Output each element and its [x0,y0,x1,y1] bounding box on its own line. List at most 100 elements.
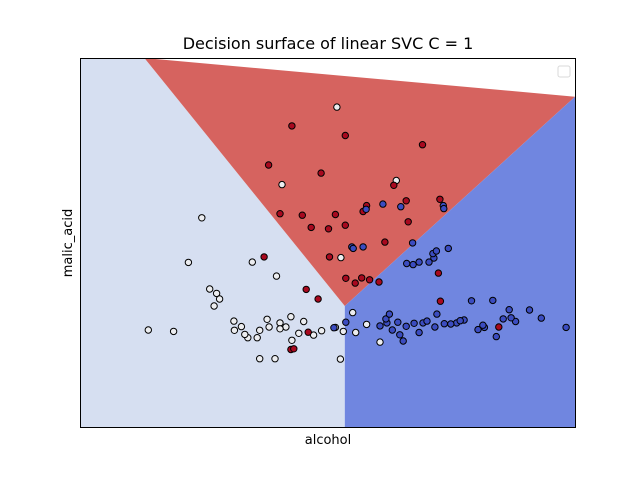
data-point-class-2-47 [456,317,464,325]
data-point-class-0-25 [230,326,239,334]
data-point-class-0-38 [337,253,345,262]
data-point-class-1-21 [342,274,350,282]
data-point-class-0-35 [376,338,384,346]
data-point-class-2-33 [342,318,350,326]
data-point-class-0-4 [248,258,257,266]
data-point-class-0-30 [253,334,261,342]
data-point-class-2-42 [415,328,423,337]
data-point-class-1-4 [317,169,325,177]
x-axis-label: alcohol [305,433,351,448]
data-point-class-0-15 [265,323,273,331]
data-point-class-2-25 [507,314,515,322]
data-point-class-2-14 [415,258,423,266]
data-point-class-1-1 [341,131,349,140]
data-point-class-2-28 [394,318,402,326]
data-point-class-0-12 [237,322,246,331]
data-point-class-0-26 [287,313,295,321]
data-point-class-1-20 [434,269,443,277]
legend [557,65,571,78]
data-point-class-1-18 [260,253,268,261]
data-point-class-2-20 [525,306,534,314]
data-point-class-0-0 [333,103,341,111]
data-point-class-0-21 [339,327,347,336]
data-point-class-2-44 [423,317,431,325]
data-point-class-0-27 [300,317,308,326]
data-point-class-0-33 [352,328,360,337]
data-point-class-1-11 [298,211,306,219]
data-point-class-1-32 [495,323,503,331]
data-point-class-2-2 [362,205,370,214]
data-point-class-2-32 [330,324,338,332]
data-point-class-0-31 [276,325,284,333]
data-point-class-1-26 [302,285,310,294]
data-point-class-0-29 [288,336,296,344]
data-point-class-0-23 [256,355,264,363]
data-point-class-0-28 [263,315,271,323]
data-point-class-0-19 [317,327,326,335]
data-point-class-1-22 [358,274,366,282]
data-point-class-2-17 [467,297,476,305]
data-point-class-2-41 [399,337,407,345]
data-point-class-2-12 [403,259,411,268]
data-point-class-2-7 [359,243,367,251]
decision-region-class-0 [80,58,345,427]
data-point-class-1-6 [402,197,410,205]
data-point-class-1-17 [381,238,389,246]
plot-frame [80,58,576,428]
data-point-class-0-22 [362,320,371,329]
data-point-class-1-0 [288,122,296,130]
y-axis-label: malic_acid [61,209,76,277]
data-point-class-0-37 [336,355,345,363]
plot-area [80,58,576,428]
data-point-class-2-3 [397,203,405,211]
data-point-class-2-1 [440,204,448,213]
data-point-class-0-39 [272,272,281,280]
data-point-class-1-27 [314,295,322,303]
data-point-class-0-6 [210,302,218,310]
data-point-class-2-30 [376,322,384,330]
data-point-class-2-29 [385,310,394,318]
data-point-class-2-16 [444,244,452,253]
data-point-class-1-28 [304,328,312,336]
data-point-class-1-7 [436,195,444,204]
data-point-class-2-43 [410,319,418,327]
data-point-class-1-3 [264,161,273,169]
data-point-class-2-4 [379,200,387,208]
data-point-class-0-14 [256,326,264,334]
data-point-class-2-11 [432,247,441,255]
data-point-class-2-23 [562,323,570,332]
data-point-class-0-9 [206,285,214,293]
data-point-class-0-40 [241,330,249,339]
scatter-points [144,103,570,363]
data-point-class-2-37 [431,323,439,331]
decision-region-class-1 [144,58,575,306]
data-point-class-1-25 [436,297,445,305]
data-point-class-1-31 [375,278,383,286]
data-point-class-2-50 [479,321,487,329]
data-point-class-2-49 [474,325,482,334]
data-point-class-2-19 [505,306,513,314]
data-point-class-2-31 [388,326,396,334]
data-point-class-1-10 [276,210,284,218]
data-point-class-0-5 [184,258,193,267]
data-point-class-1-2 [418,141,427,149]
data-point-class-1-23 [351,279,359,287]
data-point-class-1-30 [290,345,298,353]
data-point-class-1-8 [331,210,340,219]
data-point-class-1-19 [325,253,334,261]
data-point-class-2-24 [499,315,507,323]
data-point-class-2-15 [425,258,433,266]
data-point-class-1-5 [390,181,398,190]
data-point-class-0-7 [215,295,224,303]
data-point-class-1-13 [404,218,412,226]
data-point-class-0-32 [144,326,153,334]
data-point-class-0-1 [278,180,286,189]
data-point-class-2-51 [492,332,500,341]
data-point-class-1-15 [324,225,333,233]
data-point-class-1-16 [341,221,349,229]
data-point-class-0-8 [212,289,221,298]
data-point-class-2-45 [433,310,441,318]
data-point-class-2-18 [489,296,497,305]
data-point-class-0-36 [349,308,357,317]
